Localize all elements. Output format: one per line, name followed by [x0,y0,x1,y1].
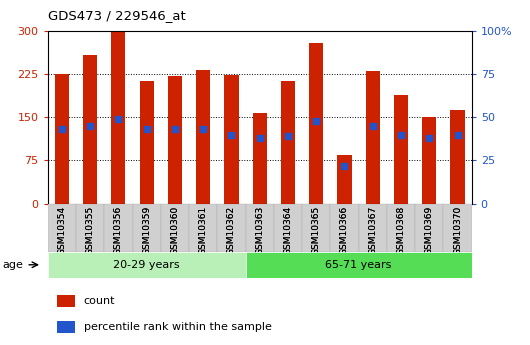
Bar [217,204,245,252]
Text: GSM10360: GSM10360 [171,206,179,255]
Bar [415,204,444,252]
Text: age: age [3,260,23,270]
Text: GSM10369: GSM10369 [425,206,434,255]
Bar [55,74,69,204]
Bar [338,155,351,204]
Text: percentile rank within the sample: percentile rank within the sample [84,322,271,332]
Text: GSM10362: GSM10362 [227,206,236,255]
Point [143,127,151,132]
Point [255,135,264,141]
Bar [161,204,189,252]
Bar [274,204,302,252]
Bar [57,295,75,307]
Point [171,127,179,132]
Point [397,132,405,137]
Text: GSM10368: GSM10368 [396,206,405,255]
Text: 20-29 years: 20-29 years [113,260,180,270]
Text: GSM10368: GSM10368 [396,206,405,255]
Point [340,163,349,168]
Text: GSM10365: GSM10365 [312,206,321,255]
Text: GSM10369: GSM10369 [425,206,434,255]
Text: GSM10356: GSM10356 [114,206,123,255]
Text: GSM10366: GSM10366 [340,206,349,255]
Bar [76,204,104,252]
Bar [189,204,217,252]
Text: GSM10359: GSM10359 [142,206,151,255]
Point [425,135,434,141]
Point [199,127,207,132]
Bar [253,113,267,204]
Text: GSM10363: GSM10363 [255,206,264,255]
Bar [309,42,323,204]
Bar [104,204,132,252]
Text: 65-71 years: 65-71 years [325,260,392,270]
Text: GSM10354: GSM10354 [57,206,66,255]
Text: GSM10361: GSM10361 [199,206,208,255]
Text: GSM10361: GSM10361 [199,206,208,255]
Bar [387,204,415,252]
Bar [444,204,472,252]
Point [86,123,94,129]
Bar [168,76,182,204]
Point [368,123,377,129]
Point [114,116,122,122]
Bar [245,252,472,278]
Point [58,127,66,132]
Text: GSM10364: GSM10364 [284,206,293,255]
Bar [394,96,408,204]
Bar [450,110,465,204]
Bar [83,55,97,204]
Text: GSM10364: GSM10364 [284,206,293,255]
Bar [57,321,75,333]
Bar [48,252,245,278]
Text: GSM10360: GSM10360 [171,206,179,255]
Text: GSM10354: GSM10354 [57,206,66,255]
Bar [139,81,154,204]
Bar [281,81,295,204]
Bar [132,204,161,252]
Text: GSM10355: GSM10355 [86,206,94,255]
Bar [366,71,380,204]
Point [227,132,236,137]
Bar [422,117,436,204]
Text: GDS473 / 229546_at: GDS473 / 229546_at [48,9,186,22]
Text: GSM10362: GSM10362 [227,206,236,255]
Point [284,134,292,139]
Point [453,132,462,137]
Text: GSM10365: GSM10365 [312,206,321,255]
Bar [196,70,210,204]
Bar [48,204,76,252]
Text: GSM10366: GSM10366 [340,206,349,255]
Bar [302,204,330,252]
Text: GSM10355: GSM10355 [86,206,94,255]
Text: GSM10370: GSM10370 [453,206,462,255]
Text: GSM10367: GSM10367 [368,206,377,255]
Bar [330,204,359,252]
Text: GSM10370: GSM10370 [453,206,462,255]
Text: GSM10367: GSM10367 [368,206,377,255]
Text: GSM10356: GSM10356 [114,206,123,255]
Bar [245,204,274,252]
Text: GSM10359: GSM10359 [142,206,151,255]
Text: GSM10363: GSM10363 [255,206,264,255]
Text: count: count [84,296,115,306]
Bar [111,32,126,204]
Bar [359,204,387,252]
Bar [224,75,238,204]
Point [312,118,321,124]
